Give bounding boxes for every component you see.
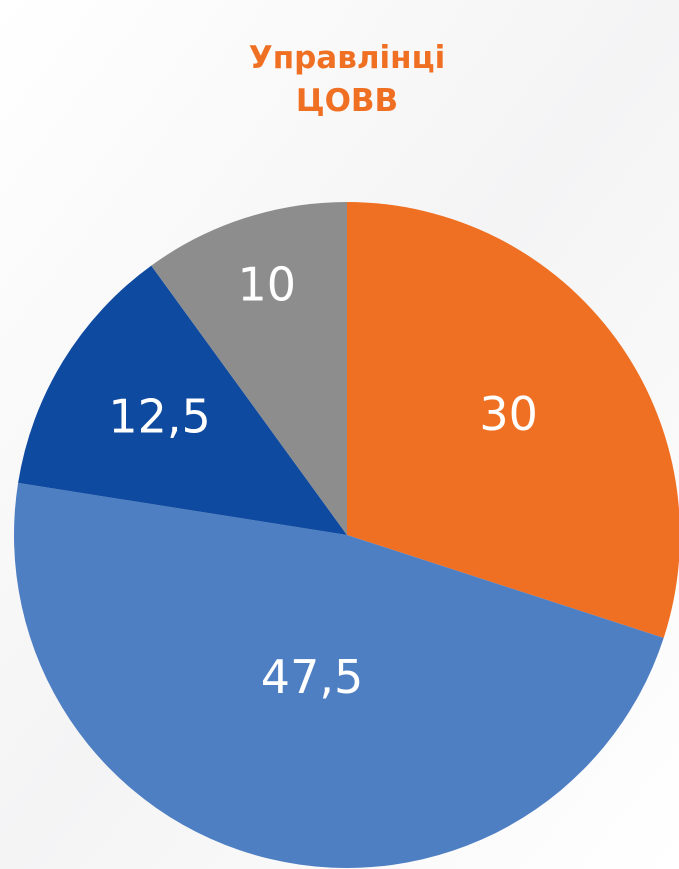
pie-slice — [347, 202, 679, 638]
data-label: 10 — [237, 257, 296, 311]
data-label: 12,5 — [108, 390, 210, 444]
pie: 30 47,5 12,5 10 — [13, 202, 679, 869]
chart-title: Управлінці — [249, 40, 445, 76]
pie-slice — [151, 202, 347, 535]
pie-slice — [18, 265, 347, 535]
data-label: 30 — [479, 387, 538, 441]
data-label: 47,5 — [261, 650, 363, 704]
chart-title: ЦОВВ — [296, 83, 398, 119]
pie-slice — [13, 482, 664, 869]
